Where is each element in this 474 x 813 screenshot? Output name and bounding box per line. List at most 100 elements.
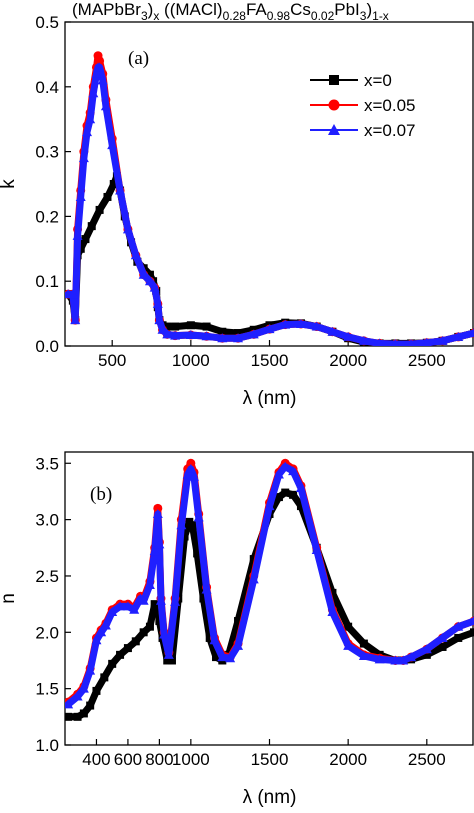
data-point-x=0.07	[88, 88, 99, 98]
figure-title-part: 0.02	[311, 9, 335, 23]
data-point-x=0	[186, 321, 195, 330]
legend-marker	[328, 124, 340, 135]
data-point-x=0	[145, 270, 154, 279]
data-point-x=0.07	[437, 632, 448, 642]
data-point-x=0.07	[453, 331, 464, 341]
x-tick-label: 1500	[251, 351, 289, 370]
data-point-x=0.07	[155, 595, 166, 605]
x-tick-label: 800	[145, 750, 173, 769]
figure-title-part: )	[366, 0, 372, 19]
panel-b-label: (b)	[90, 484, 112, 505]
data-point-x=0	[103, 192, 112, 201]
x-tick-label: 2500	[408, 750, 446, 769]
data-point-x=0.07	[170, 330, 181, 340]
data-point-x=0	[470, 628, 474, 637]
y-tick-label: 1.5	[35, 680, 59, 699]
data-point-x=0	[100, 673, 109, 682]
data-point-x=0.07	[295, 483, 306, 493]
data-point-x=0	[249, 555, 258, 564]
data-point-x=0	[95, 205, 104, 214]
panel-a-label: (a)	[128, 48, 149, 69]
data-point-x=0.07	[94, 62, 105, 72]
data-point-x=0	[163, 656, 172, 665]
data-point-x=0.07	[70, 315, 81, 325]
data-point-x=0.07	[343, 331, 354, 341]
data-point-x=0.07	[78, 683, 89, 693]
x-tick-label: 2000	[329, 750, 367, 769]
data-point-x=0.07	[75, 191, 86, 201]
x-tick-label: 1000	[172, 750, 210, 769]
figure-title-part: Cs	[290, 0, 311, 19]
figure-title-part: (MAPbBr	[72, 0, 141, 19]
data-point-x=0	[218, 327, 227, 336]
data-point-x=0.07	[398, 655, 409, 665]
panel-a-y-axis-label: k	[0, 179, 19, 189]
legend-label: x=0	[364, 71, 392, 90]
y-tick-label: 0.2	[35, 207, 59, 226]
data-point-x=0.07	[201, 331, 212, 341]
y-tick-label: 2.0	[35, 623, 59, 642]
data-point-x=0.07	[115, 185, 126, 195]
data-point-x=0.07	[358, 650, 369, 660]
series-group	[65, 458, 474, 721]
data-point-x=0	[281, 488, 290, 497]
data-point-x=0.07	[162, 329, 173, 339]
data-point-x=0.07	[185, 329, 196, 339]
data-point-x=0	[145, 622, 154, 631]
data-point-x=0	[188, 521, 197, 530]
data-point-x=0.07	[91, 68, 102, 78]
data-point-x=0.07	[437, 335, 448, 345]
data-point-x=0	[171, 322, 180, 331]
data-point-x=0	[139, 628, 148, 637]
legend-marker	[328, 99, 340, 111]
data-point-x=0	[116, 650, 125, 659]
data-point-x=0.07	[273, 469, 284, 479]
legend-label: x=0.05	[364, 96, 416, 115]
data-point-x=0	[234, 617, 243, 626]
data-point-x=0.07	[176, 520, 187, 530]
series-group	[65, 51, 474, 346]
data-point-x=0	[108, 659, 117, 668]
y-tick-label: 3.5	[35, 454, 59, 473]
figure-title-part: x	[153, 9, 159, 23]
data-point-x=0.07	[85, 114, 96, 124]
y-tick-label: 0.3	[35, 143, 59, 162]
data-point-x=0	[153, 603, 162, 612]
data-point-x=0.07	[295, 318, 306, 328]
data-point-x=0.07	[390, 655, 401, 665]
data-point-x=0.07	[129, 604, 140, 614]
data-point-x=0.07	[138, 595, 149, 605]
data-point-x=0.07	[115, 601, 126, 611]
data-point-x=0.07	[225, 653, 236, 663]
data-point-x=0.07	[152, 298, 163, 308]
data-point-x=0.07	[138, 269, 149, 279]
legend-label: x=0.07	[364, 121, 416, 140]
figure-title: (MAPbBr3)x ((MACl)0.28FA0.98Cs0.02PbI3)1…	[72, 0, 389, 23]
data-point-x=0.07	[163, 649, 174, 659]
data-point-x=0.07	[201, 584, 212, 594]
data-point-x=0.07	[122, 224, 133, 234]
series-line-x=0.07	[65, 463, 474, 708]
data-point-x=0.07	[233, 640, 244, 650]
y-tick-label: 0.0	[35, 337, 59, 356]
figure-title-part: 1-x	[372, 9, 389, 23]
data-point-x=0	[86, 701, 95, 710]
data-point-x=0.07	[107, 607, 118, 617]
data-point-x=0.07	[170, 596, 181, 606]
panel-b-y-axis-label: n	[0, 593, 19, 604]
data-point-x=0.07	[264, 501, 275, 511]
x-tick-label: 1000	[172, 351, 210, 370]
figure-title-part: ((MACl)	[159, 0, 222, 19]
data-point-x=0.07	[188, 471, 199, 481]
figure-title-part: 3	[360, 9, 367, 23]
y-tick-label: 2.5	[35, 567, 59, 586]
figure-title-part: FA	[246, 0, 267, 19]
data-point-x=0	[109, 180, 118, 188]
panel-a-ticks: 500 1000 1500 2000 2500 0.0 0.1 0.2 0.3 0.4 0.5	[35, 13, 445, 370]
data-point-x=0.07	[469, 328, 474, 338]
x-tick-label: 400	[82, 750, 110, 769]
panel-a-series	[65, 51, 474, 346]
data-point-x=0.07	[233, 333, 244, 343]
data-point-x=0.07	[182, 469, 193, 479]
